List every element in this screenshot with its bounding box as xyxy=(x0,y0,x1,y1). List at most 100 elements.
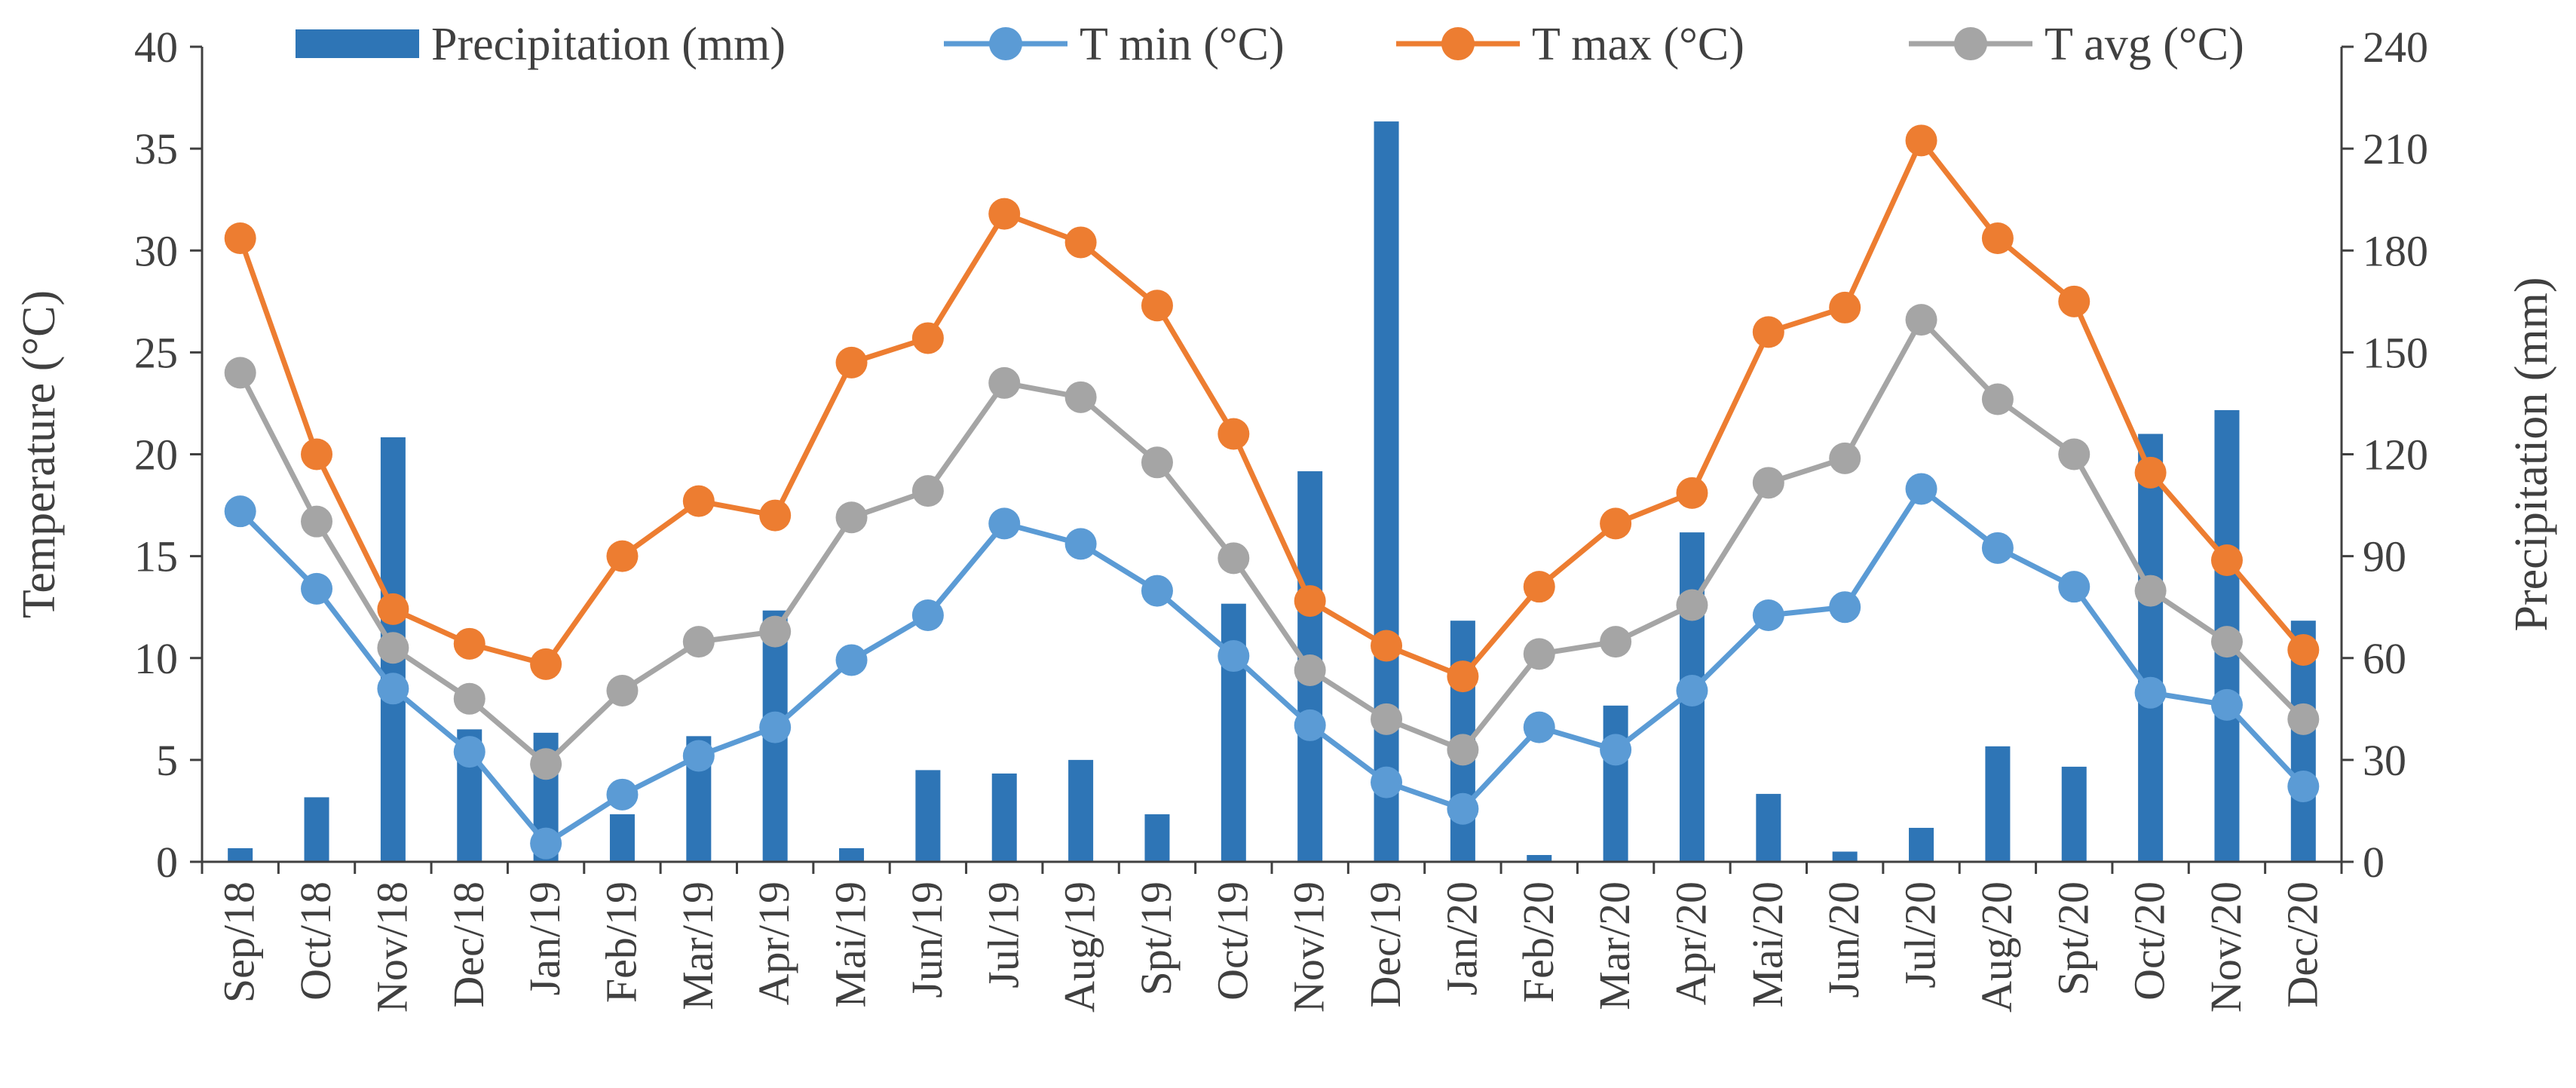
x-tick-label: Spt/20 xyxy=(2048,881,2097,996)
point-0-Sep/18 xyxy=(224,495,256,528)
x-tick-label: Mar/19 xyxy=(673,881,722,1010)
x-tick-label: Apr/20 xyxy=(1666,881,1715,1005)
line-series-0 xyxy=(238,486,2305,847)
x-tick-label: Sep/18 xyxy=(215,881,264,1003)
point-0-Spt/19 xyxy=(1141,575,1173,607)
line-series-2 xyxy=(237,317,2305,767)
point-1-Oct/20 xyxy=(2134,456,2167,489)
axis-labels: 0 5 10 15 20 25 30 35 40 0 30 60 90 120 150 180 210 240 Se… xyxy=(14,23,2557,1013)
y-left-tick-label: 30 xyxy=(134,226,178,275)
point-1-Oct/19 xyxy=(1218,418,1250,450)
x-tick-label: Oct/18 xyxy=(291,881,340,1001)
x-tick-label: Apr/19 xyxy=(749,881,798,1005)
x-tick-label: Feb/20 xyxy=(1514,881,1563,1003)
x-tick-label: Feb/19 xyxy=(596,881,645,1003)
point-2-Jan/20 xyxy=(1447,734,1479,766)
point-0-Jan/19 xyxy=(530,827,562,860)
precip-bar-Feb/19 xyxy=(609,814,635,862)
y-right-tick-label: 0 xyxy=(2363,838,2385,887)
point-2-Feb/19 xyxy=(606,674,639,706)
point-1-Feb/19 xyxy=(606,540,639,572)
y-left-tick-label: 5 xyxy=(156,736,178,785)
point-1-Mai/20 xyxy=(1752,316,1784,348)
point-1-Aug/19 xyxy=(1064,226,1097,259)
precip-bar-Jul/20 xyxy=(1909,827,1934,862)
point-1-Apr/20 xyxy=(1676,477,1708,509)
point-2-Dec/18 xyxy=(453,682,485,715)
x-tick-label: Nov/18 xyxy=(367,881,416,1013)
point-1-Feb/20 xyxy=(1523,571,1555,603)
point-2-Jun/19 xyxy=(911,475,944,507)
point-2-Dec/19 xyxy=(1371,703,1403,735)
point-0-Jul/20 xyxy=(1905,473,1937,505)
x-tick-label: Jun/20 xyxy=(1819,881,1868,998)
precip-bar-Oct/18 xyxy=(304,797,329,862)
legend-swatch-marker-3 xyxy=(1954,27,1987,60)
point-1-Jun/19 xyxy=(911,322,944,354)
legend-swatch-marker-2 xyxy=(1441,27,1475,60)
point-2-Mar/20 xyxy=(1600,626,1632,658)
x-tick-label: Aug/20 xyxy=(1972,881,2021,1013)
x-tick-label: Jul/19 xyxy=(979,881,1028,988)
point-0-Mar/19 xyxy=(682,740,715,772)
point-1-Jun/20 xyxy=(1829,291,1861,323)
precip-bar-Sep/18 xyxy=(228,847,253,862)
point-0-Mai/19 xyxy=(835,644,868,676)
precip-bar-Feb/20 xyxy=(1527,854,1552,862)
x-tick-label: Nov/20 xyxy=(2201,881,2250,1013)
point-2-Dec/20 xyxy=(2287,703,2320,735)
x-tick-label: Oct/20 xyxy=(2125,881,2174,1001)
legend-swatch-marker-1 xyxy=(989,27,1022,60)
point-0-Jun/19 xyxy=(911,599,944,631)
point-0-Nov/19 xyxy=(1294,709,1326,741)
point-2-Aug/20 xyxy=(1981,383,2014,415)
point-0-Dec/18 xyxy=(453,736,485,768)
point-2-Sep/18 xyxy=(224,357,256,389)
precip-bar-Mai/20 xyxy=(1756,793,1781,862)
point-1-Jul/20 xyxy=(1905,124,1937,157)
point-0-Apr/20 xyxy=(1676,674,1708,706)
point-1-Jan/19 xyxy=(530,648,562,680)
point-2-Spt/19 xyxy=(1141,446,1173,479)
temperature-lines xyxy=(224,124,2320,860)
point-2-Jan/19 xyxy=(530,748,562,780)
y-right-tick-label: 60 xyxy=(2363,634,2406,683)
x-tick-label: Mar/20 xyxy=(1590,881,1639,1010)
y-left-tick-label: 25 xyxy=(134,328,178,377)
point-0-Mar/20 xyxy=(1600,734,1632,766)
point-0-Apr/19 xyxy=(759,711,792,743)
y-right-axis-title: Precipitation (mm) xyxy=(2506,277,2557,631)
point-1-Jan/20 xyxy=(1447,660,1479,693)
point-0-Dec/20 xyxy=(2287,771,2320,803)
precip-bar-Spt/20 xyxy=(2061,766,2087,862)
legend: Precipitation (mm) T min (°C) T max (°C) T … xyxy=(296,19,2244,70)
point-2-Apr/20 xyxy=(1676,589,1708,621)
point-1-Aug/20 xyxy=(1981,222,2014,255)
y-right-tick-label: 30 xyxy=(2363,736,2406,785)
point-0-Jul/19 xyxy=(988,507,1021,540)
point-2-Mai/20 xyxy=(1752,467,1784,499)
point-0-Oct/19 xyxy=(1218,640,1250,673)
point-1-Apr/19 xyxy=(759,499,792,532)
point-0-Oct/18 xyxy=(301,572,333,605)
precip-bar-Dec/19 xyxy=(1374,121,1399,862)
y-right-tick-label: 180 xyxy=(2363,226,2428,275)
point-1-Dec/20 xyxy=(2287,633,2320,666)
x-tick-label: Jan/20 xyxy=(1437,881,1486,995)
axes xyxy=(190,45,2354,874)
x-tick-label: Spt/19 xyxy=(1132,881,1181,996)
point-1-Jul/19 xyxy=(988,198,1021,230)
x-tick-label: Dec/18 xyxy=(444,881,493,1008)
point-1-Nov/20 xyxy=(2210,544,2243,577)
y-left-tick-label: 15 xyxy=(134,532,178,581)
point-0-Nov/18 xyxy=(377,673,409,705)
point-0-Jun/20 xyxy=(1829,591,1861,624)
y-left-tick-label: 0 xyxy=(156,838,178,887)
point-1-Mar/20 xyxy=(1600,507,1632,540)
point-1-Dec/18 xyxy=(453,627,485,660)
point-0-Spt/20 xyxy=(2058,571,2091,603)
point-1-Mar/19 xyxy=(682,485,715,517)
x-tick-label: Jul/20 xyxy=(1896,881,1945,988)
point-0-Feb/20 xyxy=(1523,711,1555,743)
